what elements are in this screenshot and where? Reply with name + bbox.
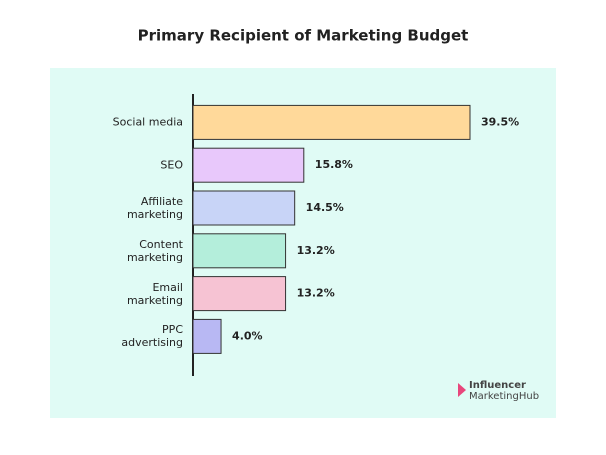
value-label: 13.2% (297, 287, 335, 300)
category-label: SEO (160, 158, 183, 172)
value-label: 13.2% (297, 244, 335, 257)
category-label: Social media (112, 115, 183, 129)
category-label: Affiliate marketing (126, 195, 183, 221)
bar (192, 147, 305, 183)
bar (192, 276, 287, 312)
logo-text: MarketingHub (469, 391, 539, 402)
category-label: PPC advertising (121, 323, 183, 350)
logo-icon (458, 383, 466, 397)
value-label: 15.8% (315, 158, 353, 171)
category-label: Email marketing (126, 280, 183, 307)
value-label: 14.5% (306, 201, 344, 214)
value-label: 39.5% (481, 115, 519, 128)
bar (192, 104, 471, 140)
logo-text: Influencer (469, 380, 526, 391)
value-label: 4.0% (232, 329, 263, 342)
chart-title: Primary Recipient of Marketing Budget (138, 27, 469, 45)
bar (192, 233, 287, 269)
bar (192, 318, 222, 354)
category-label: Content marketing (126, 237, 183, 264)
bar (192, 190, 296, 226)
